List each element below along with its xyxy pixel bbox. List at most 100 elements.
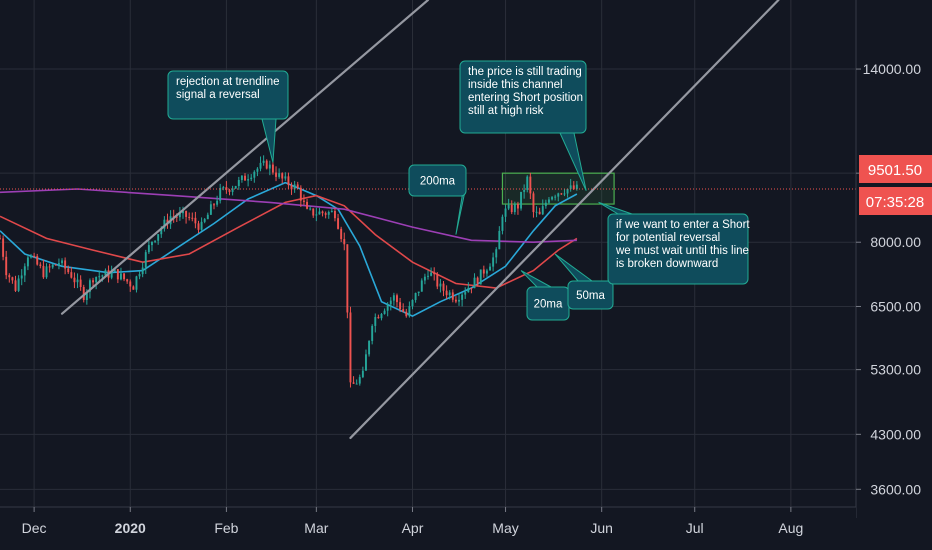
candle-body [427, 275, 429, 277]
candle-body [0, 238, 1, 240]
candle-body [523, 189, 526, 192]
candle-body [42, 265, 45, 278]
candle-body [2, 238, 5, 257]
candle-body [157, 234, 160, 241]
candle-body [408, 306, 411, 317]
candle-body [358, 377, 361, 384]
candle-body [333, 210, 336, 219]
annotation-ma50[interactable]: 50ma [554, 253, 614, 310]
candle-body [551, 197, 554, 200]
candle-body [371, 325, 374, 341]
candle-body [163, 219, 166, 229]
candle-body [411, 299, 414, 307]
candle-body [116, 269, 119, 280]
candle-body [281, 173, 284, 179]
annotation-ma20[interactable]: 20ma [520, 270, 570, 321]
candle-body [374, 317, 377, 326]
candle-body [76, 279, 79, 283]
annotation-box-fill [169, 72, 287, 118]
candle-body [520, 191, 523, 209]
candle-body [147, 245, 150, 253]
annotation-box-fill [569, 282, 612, 308]
candle-body [569, 185, 572, 189]
candle-body [160, 228, 163, 235]
candle-body [234, 186, 237, 189]
candle-body [144, 252, 147, 268]
y-tick-label: 8000.00 [870, 234, 921, 250]
candle-body [82, 287, 85, 300]
candle-body [451, 292, 454, 300]
candle-body [178, 213, 181, 218]
candle-body [73, 277, 76, 283]
candle-body [439, 283, 442, 287]
annotation-ma200[interactable]: 200ma [408, 164, 467, 235]
candle-body [26, 257, 29, 267]
upper-channel-line[interactable] [60, 0, 430, 315]
candle-body [538, 211, 541, 215]
candle-body [197, 223, 200, 230]
candle-body [386, 304, 389, 311]
annotation-text-line: still at high risk [468, 105, 544, 117]
candle-body [95, 276, 98, 283]
moving-averages [0, 181, 578, 317]
candle-body [337, 218, 340, 229]
candle-body [355, 383, 358, 385]
annotation-text-line: the price is still trading [468, 66, 582, 78]
ma-line-20ma [0, 181, 578, 317]
candle-body [365, 354, 367, 371]
y-tick-label: 6500.00 [870, 298, 921, 314]
candle-body [209, 204, 212, 215]
candle-body [110, 271, 113, 278]
y-axis-panel[interactable] [856, 0, 932, 518]
candle-body [194, 217, 197, 224]
candle-body [98, 276, 101, 278]
candle-body [135, 276, 138, 290]
candle-body [253, 171, 256, 178]
x-axis-panel[interactable] [0, 507, 856, 550]
candle-body [306, 201, 309, 209]
candle-body [318, 211, 321, 215]
candle-body [312, 208, 315, 216]
candle-body [216, 200, 219, 205]
annotation-text-line: for potential reversal [616, 232, 720, 244]
candle-body [315, 214, 318, 216]
candle-body [70, 272, 73, 278]
candle-body [284, 176, 287, 179]
candle-body [36, 256, 39, 265]
candle-body [479, 269, 482, 285]
candle-body [45, 266, 48, 278]
candle-body [396, 295, 398, 303]
lower-channel-line[interactable] [349, 0, 780, 440]
candle-body [113, 269, 116, 272]
candle-body [526, 176, 529, 190]
candle-body [200, 221, 203, 230]
candle-body [20, 275, 23, 279]
candle-body [51, 264, 54, 268]
candle-body [79, 279, 82, 288]
x-tick-label: Mar [304, 520, 328, 536]
candle-body [560, 193, 563, 195]
candle-body [302, 200, 305, 202]
annotation-text-line: 20ma [534, 299, 563, 311]
candle-body [461, 294, 464, 300]
y-tick-label: 14000.00 [863, 61, 922, 77]
x-axis[interactable]: Dec 2020 Feb Mar Apr May Jun Jul Aug [22, 507, 804, 536]
candle-body [154, 240, 157, 242]
candle-body [88, 280, 91, 292]
candle-body [349, 312, 352, 383]
countdown-badge [859, 187, 932, 215]
trendlines[interactable] [60, 0, 780, 440]
y-tick-label: 5300.00 [870, 362, 921, 378]
candle-body [464, 292, 467, 295]
candle-body [402, 309, 405, 312]
annotation-box-fill [609, 215, 747, 283]
x-tick-label: Aug [778, 520, 803, 536]
candle-body [482, 269, 485, 274]
candle-body [544, 202, 547, 207]
candle-body [222, 187, 225, 189]
